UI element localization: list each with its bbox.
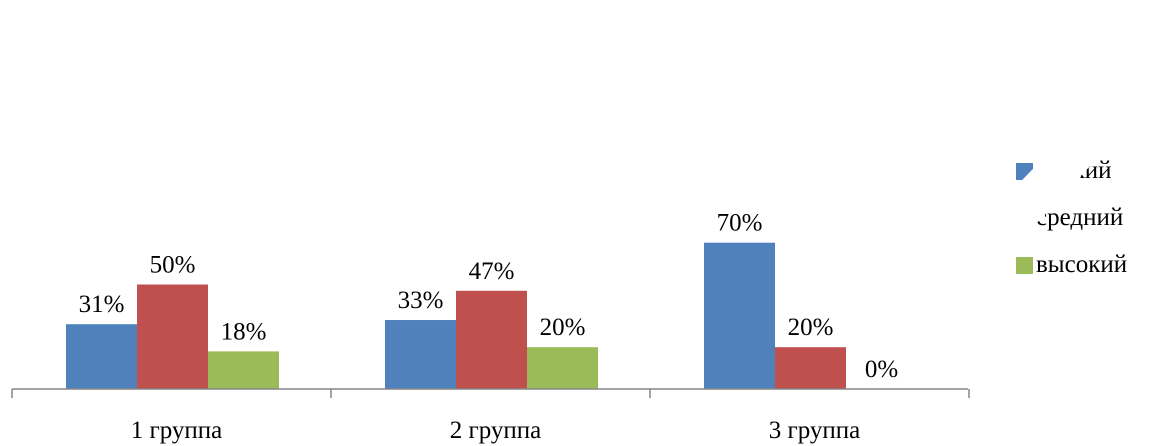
legend-label-medium: средний xyxy=(1036,204,1124,231)
x-tick-label-1: 1 группа xyxy=(131,417,223,444)
bar-medium-3 xyxy=(775,347,846,389)
legend-swatch-low xyxy=(1016,162,1033,180)
data-label-high-2: 20% xyxy=(540,314,586,341)
legend-label-low: низкий xyxy=(1036,157,1112,184)
data-label-low-2: 33% xyxy=(398,287,444,314)
data-label-medium-2: 47% xyxy=(469,258,515,285)
x-tick-label-3: 3 группа xyxy=(769,417,861,444)
data-label-low-1: 31% xyxy=(79,291,125,318)
data-label-medium-3: 20% xyxy=(788,314,834,341)
legend: низкий средний высокий xyxy=(1016,157,1128,299)
data-label-high-1: 18% xyxy=(221,318,267,345)
bar-low-1 xyxy=(66,324,137,389)
x-tick-label-2: 2 группа xyxy=(450,417,542,444)
data-labels-layer: 31% 50% 18% 33% 47% 20% 70% 20% 0% xyxy=(79,210,899,383)
bar-high-2 xyxy=(527,347,598,389)
bars-layer xyxy=(66,242,846,389)
data-label-low-3: 70% xyxy=(717,210,763,237)
legend-item-medium: средний xyxy=(1016,204,1127,231)
data-label-high-3: 0% xyxy=(865,356,898,383)
bar-high-1 xyxy=(208,351,279,389)
legend-label-high: высокий xyxy=(1036,251,1128,278)
legend-swatch-high xyxy=(1016,256,1033,274)
bar-medium-1 xyxy=(137,284,208,389)
data-label-medium-1: 50% xyxy=(150,252,196,279)
bar-low-3 xyxy=(704,242,775,389)
x-axis-ticks xyxy=(11,389,970,398)
legend-item-low: низкий xyxy=(1016,157,1127,184)
bar-low-2 xyxy=(385,320,456,389)
x-axis-tick-labels: 1 группа 2 группа 3 группа xyxy=(131,417,861,444)
legend-item-high: высокий xyxy=(1016,251,1128,278)
bar-medium-2 xyxy=(456,290,527,389)
legend-swatch-medium xyxy=(1016,209,1033,227)
